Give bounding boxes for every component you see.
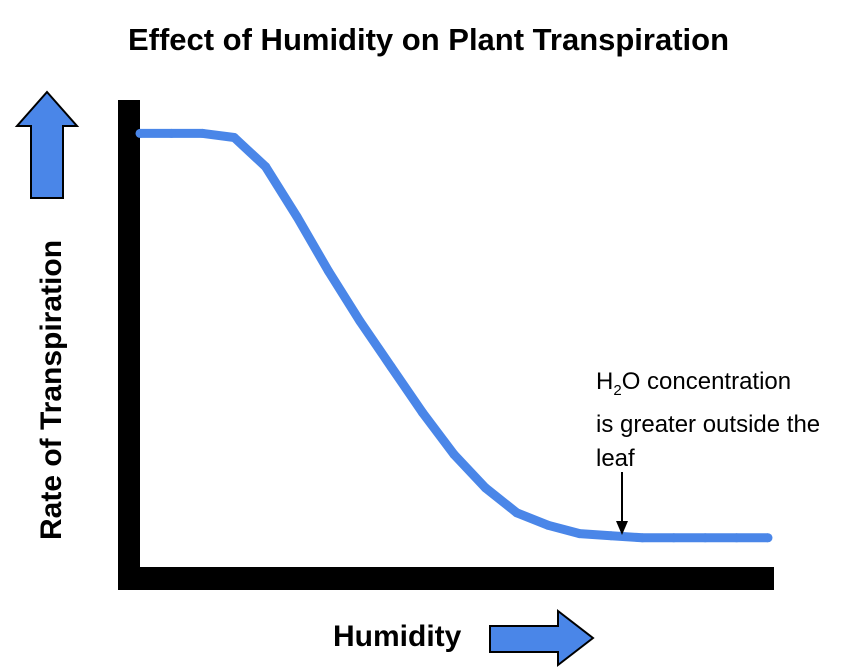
series-point [198, 128, 208, 138]
up-arrow-icon [14, 90, 80, 199]
series-point [606, 531, 616, 541]
annotation-text: H2O concentration is greater outside the… [596, 365, 820, 476]
y-axis [118, 100, 140, 590]
series-points [135, 128, 773, 543]
series-point [575, 529, 585, 539]
series-point [543, 520, 553, 530]
annotation-arrow-head [616, 521, 628, 535]
series-point [512, 508, 522, 518]
y-axis-label: Rate of Transpiration [35, 239, 68, 541]
series-point [732, 533, 742, 543]
series-point [480, 483, 490, 493]
series-point [669, 533, 679, 543]
series-point [449, 449, 459, 459]
right-arrow-icon [489, 608, 595, 668]
annotation-line-1: H2O concentration [596, 368, 792, 399]
series-point [355, 316, 365, 326]
series-point [323, 266, 333, 276]
series-point [700, 533, 710, 543]
series-point [386, 362, 396, 372]
series-point [292, 212, 302, 222]
series-point [418, 408, 428, 418]
series-point [229, 133, 239, 142]
series-line [140, 128, 768, 543]
series-point [637, 533, 647, 543]
series-point [261, 162, 271, 172]
chart-title: Effect of Humidity on Plant Transpiratio… [127, 22, 730, 57]
annotation-line-2: is greater outside the [596, 410, 821, 438]
series-point [763, 533, 773, 543]
series-point [166, 128, 176, 138]
annotation-line-3: leaf [596, 444, 635, 472]
series-point [135, 128, 145, 138]
x-axis-label: Humidity [333, 620, 462, 653]
x-axis [118, 567, 774, 590]
